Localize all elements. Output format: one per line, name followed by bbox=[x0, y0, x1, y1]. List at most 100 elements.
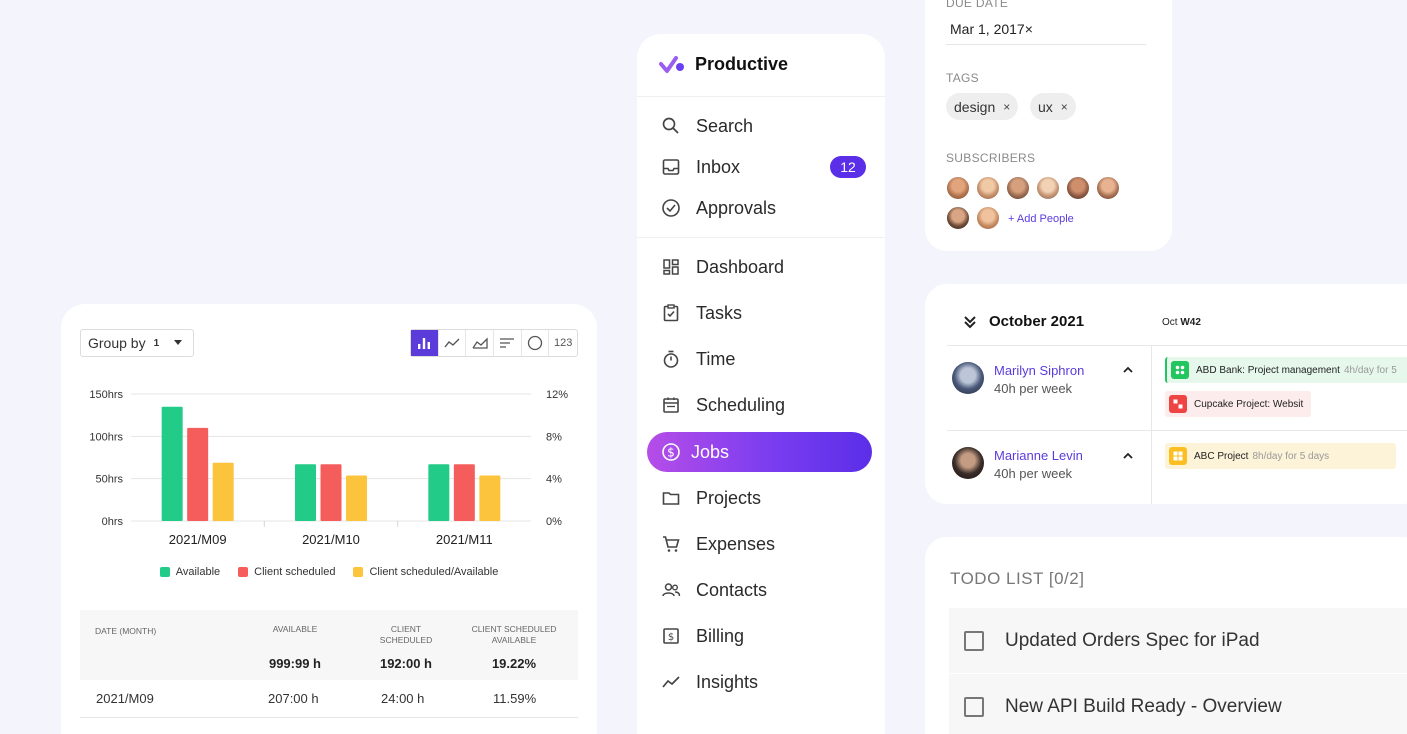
bar bbox=[453, 464, 475, 521]
sidebar-item-inbox[interactable]: Inbox 12 bbox=[647, 147, 872, 187]
dollar-circle-icon: $ bbox=[661, 442, 681, 462]
add-people-link[interactable]: + Add People bbox=[1008, 213, 1074, 225]
sidebar-item-label: Expenses bbox=[696, 533, 776, 554]
report-card: Group by 1 123 0hrs 50hrs 100hrs 150hrs 0% 4%… bbox=[61, 304, 597, 734]
avatar[interactable] bbox=[976, 176, 1000, 200]
todo-item[interactable]: New API Build Ready - Overview bbox=[949, 674, 1407, 734]
sidebar-item-jobs[interactable]: $ Jobs bbox=[647, 432, 872, 472]
x-tick-label: 2021/M11 bbox=[436, 532, 493, 547]
tag-chip[interactable]: ux × bbox=[1030, 93, 1076, 120]
y-right-tick-label: 12% bbox=[546, 389, 568, 401]
booking-bar[interactable]: Cupcake Project: Websit bbox=[1165, 391, 1311, 417]
total-available: 999:99 h bbox=[268, 656, 322, 671]
booking-detail: 8h/day for 5 days bbox=[1252, 450, 1330, 462]
avatar[interactable] bbox=[946, 206, 970, 230]
todo-card: TODO LIST [0/2] Updated Orders Spec for … bbox=[925, 537, 1407, 734]
bar bbox=[346, 475, 367, 521]
booking-bar[interactable]: ABC Project 8h/day for 5 days bbox=[1165, 443, 1396, 469]
sidebar-item-contacts[interactable]: Contacts bbox=[647, 570, 872, 610]
cell-available: 207:00 h bbox=[268, 691, 319, 706]
chart-type-pie[interactable] bbox=[522, 330, 550, 356]
chart-type-number[interactable]: 123 bbox=[554, 337, 573, 349]
todo-checkbox[interactable] bbox=[964, 630, 984, 651]
person-name[interactable]: Marianne Levin bbox=[994, 448, 1083, 463]
chevron-up-icon[interactable] bbox=[1122, 364, 1134, 376]
tag-label: design bbox=[954, 98, 996, 115]
bar bbox=[212, 462, 234, 521]
brand[interactable]: Productive bbox=[659, 54, 788, 75]
table-header: DATE (MONTH) AVAILABLE CLIENT SCHEDULED … bbox=[80, 610, 578, 680]
sidebar-item-label: Jobs bbox=[691, 441, 730, 462]
booking-bar[interactable]: ABD Bank: Project management 4h/day for … bbox=[1165, 357, 1407, 383]
avatar[interactable] bbox=[1096, 176, 1120, 200]
x-tick-label: 2021/M10 bbox=[302, 532, 360, 547]
todo-item[interactable]: Updated Orders Spec for iPad bbox=[949, 608, 1407, 673]
remove-tag-icon[interactable]: × bbox=[1003, 99, 1011, 114]
cell-ratio: 11.59% bbox=[493, 691, 537, 706]
line-chart-icon bbox=[444, 338, 460, 348]
trend-icon bbox=[661, 672, 681, 692]
sidebar-item-projects[interactable]: Projects bbox=[647, 478, 872, 518]
y-right-tick-label: 4% bbox=[546, 474, 562, 486]
sidebar-item-tasks[interactable]: Tasks bbox=[647, 293, 872, 333]
check-circle-icon bbox=[661, 198, 681, 218]
bar-chart-icon bbox=[418, 338, 431, 349]
sidebar-item-label: Insights bbox=[696, 671, 759, 692]
sidebar-item-approvals[interactable]: Approvals bbox=[647, 188, 872, 228]
y-left-tick-label: 0hrs bbox=[102, 516, 124, 528]
report-table: DATE (MONTH) AVAILABLE CLIENT SCHEDULED … bbox=[80, 610, 578, 718]
y-left-tick-label: 50hrs bbox=[95, 474, 123, 486]
avatar[interactable] bbox=[1066, 176, 1090, 200]
billing-icon: $ bbox=[661, 626, 681, 646]
sidebar-item-search[interactable]: Search bbox=[647, 106, 872, 146]
sidebar-item-scheduling[interactable]: Scheduling bbox=[647, 385, 872, 425]
table-row[interactable]: 2021/M09 207:00 h 24:00 h 11.59% bbox=[80, 680, 578, 718]
svg-text:$: $ bbox=[667, 446, 675, 460]
chevron-up-icon[interactable] bbox=[1122, 450, 1134, 462]
avatar[interactable] bbox=[1036, 176, 1060, 200]
y-left-tick-label: 150hrs bbox=[89, 389, 123, 401]
avatar[interactable] bbox=[1006, 176, 1030, 200]
chart-type-line[interactable] bbox=[439, 330, 467, 356]
clear-date-icon[interactable]: × bbox=[1024, 21, 1033, 37]
sidebar-item-insights[interactable]: Insights bbox=[647, 662, 872, 702]
remove-tag-icon[interactable]: × bbox=[1060, 99, 1068, 114]
people-icon bbox=[661, 580, 681, 600]
divider bbox=[637, 96, 885, 97]
avatar[interactable] bbox=[946, 176, 970, 200]
folder-icon bbox=[661, 488, 681, 508]
col-header-date[interactable]: DATE (MONTH) bbox=[95, 626, 157, 636]
sidebar-item-expenses[interactable]: Expenses bbox=[647, 524, 872, 564]
project-icon bbox=[1169, 395, 1187, 413]
group-by-select[interactable]: Group by 1 bbox=[80, 329, 194, 357]
col-header-available[interactable]: AVAILABLE bbox=[272, 624, 318, 634]
sidebar-item-label: Contacts bbox=[696, 579, 768, 600]
todo-checkbox[interactable] bbox=[964, 696, 984, 717]
due-date-field[interactable]: Mar 1, 2017× bbox=[946, 21, 1146, 45]
sidebar-item-time[interactable]: Time bbox=[647, 339, 872, 379]
booking-detail: 4h/day for 5 bbox=[1343, 364, 1397, 376]
divider bbox=[637, 237, 885, 238]
y-right-tick-label: 0% bbox=[546, 516, 562, 528]
double-chevron-down-icon[interactable] bbox=[962, 314, 978, 330]
search-icon bbox=[661, 116, 681, 136]
bar-chart: 0hrs 50hrs 100hrs 150hrs 0% 4% 8% 12% 2021/M09 20… bbox=[89, 389, 568, 547]
chart-type-bar[interactable] bbox=[411, 330, 439, 356]
avatar[interactable] bbox=[976, 206, 1000, 230]
sidebar-item-label: Billing bbox=[696, 625, 745, 646]
person-name[interactable]: Marilyn Siphron bbox=[994, 363, 1085, 378]
avatar bbox=[952, 447, 984, 479]
chart-type-horizontal-bar[interactable] bbox=[494, 330, 522, 356]
total-client-scheduled: 192:00 h bbox=[379, 656, 433, 671]
clipboard-check-icon bbox=[661, 303, 681, 323]
tag-chip[interactable]: design × bbox=[946, 93, 1019, 120]
sidebar-item-billing[interactable]: $ Billing bbox=[647, 616, 872, 656]
sidebar-item-label: Scheduling bbox=[696, 394, 786, 415]
col-header-client-scheduled[interactable]: CLIENT SCHEDULED bbox=[379, 624, 433, 645]
inbox-count-badge: 12 bbox=[830, 156, 866, 178]
divider bbox=[947, 345, 1407, 346]
chart-type-area[interactable] bbox=[466, 330, 495, 356]
due-date-value: Mar 1, 2017 bbox=[950, 21, 1025, 37]
col-header-ratio[interactable]: CLIENT SCHEDULED AVAILABLE bbox=[471, 624, 557, 645]
sidebar-item-dashboard[interactable]: Dashboard bbox=[647, 247, 872, 287]
